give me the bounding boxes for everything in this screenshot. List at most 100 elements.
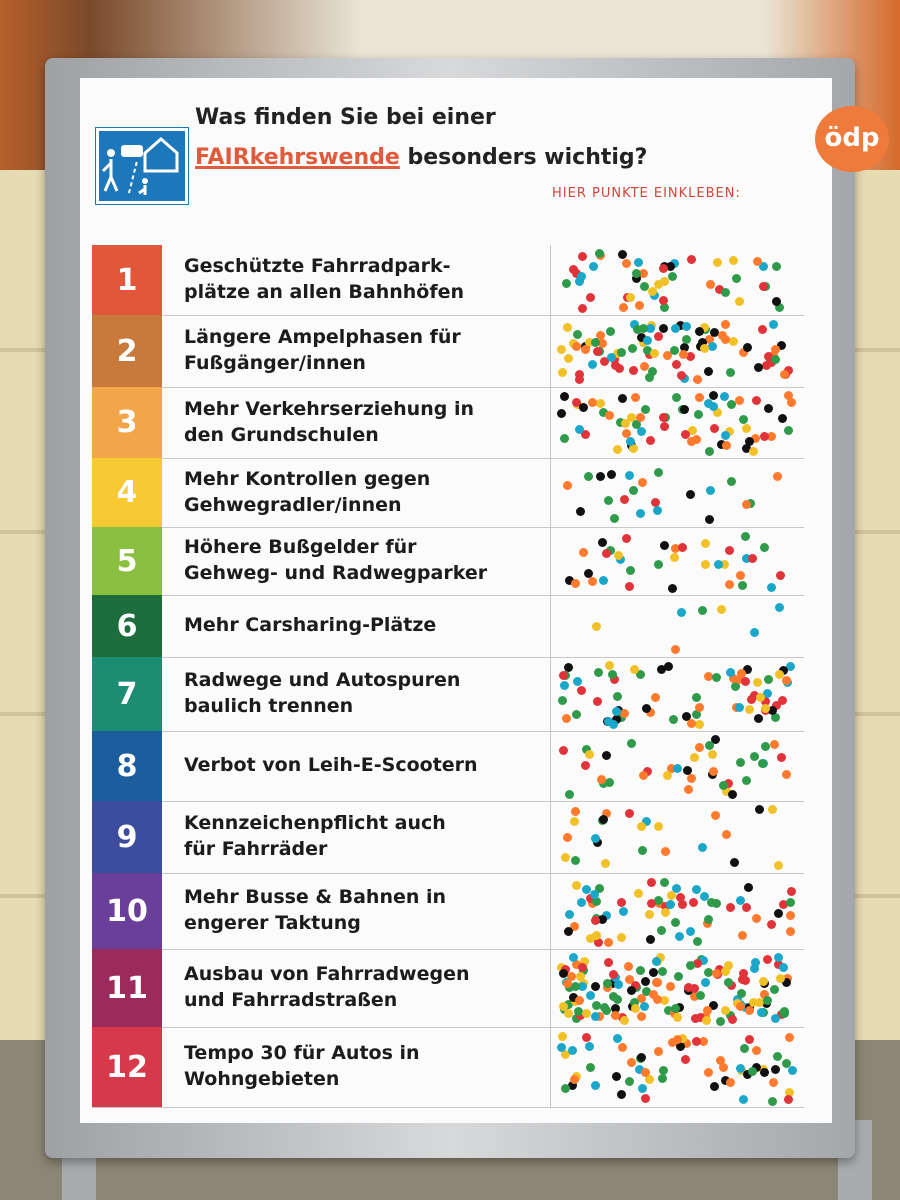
- sticker-dot: [718, 1063, 728, 1073]
- sticker-dot: [736, 895, 746, 905]
- sticker-dot: [638, 323, 648, 333]
- title-accent: FAIRkehrswende: [195, 145, 400, 170]
- sticker-dot: [690, 752, 700, 762]
- sticker-dot: [724, 580, 734, 590]
- sticker-dot: [727, 789, 737, 799]
- sticker-dot: [584, 569, 594, 579]
- sticker-dot: [560, 392, 570, 402]
- sticker-dot: [563, 999, 573, 1009]
- sticker-dot: [717, 604, 727, 614]
- sticker-dot: [774, 303, 784, 313]
- sticker-dot: [742, 553, 752, 563]
- sticker-dot: [572, 880, 582, 890]
- sticker-dot: [695, 703, 705, 713]
- sticker-dot: [604, 957, 614, 967]
- sticker-dot: [720, 430, 730, 440]
- sticker-dot: [738, 930, 748, 940]
- sticker-dot: [667, 272, 677, 282]
- sticker-dot: [673, 972, 683, 982]
- sticker-dot: [654, 1047, 664, 1057]
- sticker-dot: [597, 775, 607, 785]
- sticker-dot: [691, 693, 701, 703]
- sticker-dot: [700, 1011, 710, 1021]
- sticker-dot: [786, 886, 796, 896]
- sticker-dot: [591, 833, 601, 843]
- sticker-dot: [612, 445, 622, 455]
- sticker-dot: [591, 931, 601, 941]
- page-title-line1: Was finden Sie bei einer: [195, 105, 496, 130]
- sticker-dot: [770, 739, 780, 749]
- sticker-dot: [639, 361, 649, 371]
- sticker-dot: [576, 898, 586, 908]
- sticker-dot: [592, 1001, 602, 1011]
- sticker-dot: [764, 351, 774, 361]
- sticker-dot: [618, 394, 628, 404]
- sticker-dot: [675, 893, 685, 903]
- row-number: 2: [92, 315, 162, 387]
- sticker-dot: [577, 982, 587, 992]
- sticker-dot: [736, 1002, 746, 1012]
- sticker-dot: [591, 982, 601, 992]
- sticker-dot: [709, 423, 719, 433]
- sticker-dot: [686, 926, 696, 936]
- sticker-dot: [638, 268, 648, 278]
- sticker-dot: [653, 560, 663, 570]
- sticker-dot: [604, 661, 614, 671]
- sticker-dot: [618, 1043, 628, 1053]
- sticker-dot: [722, 440, 732, 450]
- sticker-dot: [703, 1005, 713, 1015]
- sticker-dot: [743, 342, 753, 352]
- sticker-dot: [744, 436, 754, 446]
- sticker-dot: [626, 985, 636, 995]
- sticker-dot: [769, 1078, 779, 1088]
- party-logo: ödp: [815, 106, 889, 172]
- sticker-dot: [570, 921, 580, 931]
- sticker-dot: [712, 899, 722, 909]
- sticker-dot: [574, 995, 584, 1005]
- sticker-dot: [611, 1071, 621, 1081]
- sticker-dot: [713, 560, 723, 570]
- sticker-dot: [670, 324, 680, 334]
- sticker-dot: [682, 1038, 692, 1048]
- sticker-dot: [591, 338, 601, 348]
- sticker-dot: [689, 897, 699, 907]
- sticker-dot: [667, 1038, 677, 1048]
- sticker-dot: [608, 979, 618, 989]
- sticker-dot: [721, 966, 731, 976]
- sticker-dot: [658, 1073, 668, 1083]
- row-text: Höhere Bußgelder für Gehweg- und Radwegp…: [184, 536, 488, 584]
- sticker-dot: [751, 958, 761, 968]
- sticker-dot: [585, 337, 595, 347]
- sticker-dot: [621, 533, 631, 543]
- sticker-area: [550, 801, 801, 873]
- sticker-dot: [704, 367, 714, 377]
- sticker-dot: [648, 968, 658, 978]
- sticker-dot: [761, 697, 771, 707]
- sticker-dot: [567, 1081, 577, 1091]
- row-number: 3: [92, 387, 162, 458]
- sticker-dot: [649, 989, 659, 999]
- sticker-dot: [723, 779, 733, 789]
- sticker-dot: [565, 789, 575, 799]
- sticker-dot: [676, 370, 686, 380]
- sticker-dot: [604, 937, 614, 947]
- sticker-dot: [741, 677, 751, 687]
- sticker-dot: [650, 498, 660, 508]
- sticker-dot: [609, 992, 619, 1002]
- sticker-dot: [772, 297, 782, 307]
- sticker-dot: [603, 978, 613, 988]
- sticker-dot: [637, 426, 647, 436]
- sticker-dot: [561, 714, 571, 724]
- sticker-dot: [630, 998, 640, 1008]
- sticker-dot: [698, 605, 708, 615]
- sticker-dot: [779, 369, 789, 379]
- sticker-dot: [725, 902, 735, 912]
- sticker-dot: [585, 934, 595, 944]
- sticker-dot: [571, 268, 581, 278]
- sticker-dot: [769, 985, 779, 995]
- sticker-dot: [635, 301, 645, 311]
- sticker-dot: [598, 537, 608, 547]
- sticker-dot: [788, 1065, 798, 1075]
- sticker-dot: [588, 397, 598, 407]
- sticker-dot: [776, 341, 786, 351]
